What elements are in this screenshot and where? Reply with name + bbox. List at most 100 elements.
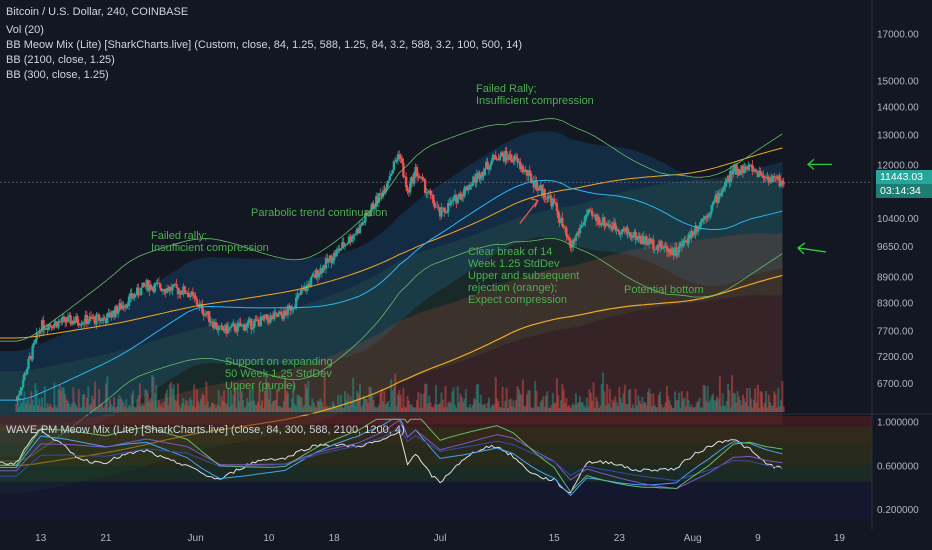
candle-body xyxy=(32,342,36,346)
volume-bar xyxy=(50,406,53,412)
volume-bar xyxy=(30,391,33,412)
volume-bar xyxy=(420,393,423,412)
volume-bar xyxy=(663,406,666,412)
candle-body xyxy=(493,154,496,157)
candle-body xyxy=(244,327,248,331)
volume-bar xyxy=(341,407,344,412)
candle-body xyxy=(447,203,450,213)
candle-body xyxy=(87,321,90,325)
candle-body xyxy=(777,175,780,180)
volume-bar xyxy=(554,403,557,412)
candle-body xyxy=(152,287,155,292)
candle-body xyxy=(312,274,315,276)
osc-zone xyxy=(0,481,872,520)
volume-bar xyxy=(117,398,120,412)
candle-body xyxy=(96,314,99,316)
candle-body xyxy=(499,152,503,157)
volume-bar xyxy=(273,400,276,412)
candle-body xyxy=(514,155,518,159)
volume-bar xyxy=(384,404,387,412)
volume-bar xyxy=(687,399,690,412)
candle-body xyxy=(538,187,541,191)
osc-tick-label: 1.000000 xyxy=(877,417,919,428)
oscillator-title[interactable]: WAVE-PM Meow Mix (Lite) [SharkCharts.liv… xyxy=(6,424,405,436)
volume-bar xyxy=(653,405,656,412)
volume-bar xyxy=(718,376,721,412)
candle-body xyxy=(317,274,321,278)
volume-bar xyxy=(80,407,83,412)
volume-bar xyxy=(167,404,170,412)
candle-body xyxy=(269,316,272,323)
volume-bar xyxy=(15,403,18,412)
candle-body xyxy=(273,312,276,319)
candle-body xyxy=(270,315,273,317)
volume-bar xyxy=(437,404,440,412)
volume-bar xyxy=(295,406,298,412)
volume-bar xyxy=(451,391,454,412)
volume-bar xyxy=(323,373,326,412)
volume-bar xyxy=(608,389,611,412)
volume-bar xyxy=(289,407,292,412)
candle-body xyxy=(133,294,136,298)
volume-bar xyxy=(497,401,500,412)
volume-bar xyxy=(576,403,579,412)
candle-body xyxy=(229,326,233,328)
bb-basis-blue xyxy=(0,179,783,401)
candle-body xyxy=(758,171,761,177)
legend-bb-300[interactable]: BB (300, close, 1.25) xyxy=(6,69,109,81)
candle-body xyxy=(449,200,453,206)
candle-body xyxy=(362,222,366,223)
candle-body xyxy=(690,231,693,239)
volume-bar xyxy=(648,388,651,412)
volume-bar xyxy=(619,397,622,412)
legend-bb-2100[interactable]: BB (2100, close, 1.25) xyxy=(6,54,115,66)
volume-bar xyxy=(216,404,219,412)
volume-bar xyxy=(229,390,232,412)
candle-body xyxy=(284,310,287,314)
volume-bar xyxy=(282,400,285,412)
volume-bar xyxy=(121,400,124,412)
legend-bb-meow-mix[interactable]: BB Meow Mix (Lite) [SharkCharts.live] (C… xyxy=(6,39,523,51)
volume-bar xyxy=(356,390,359,412)
volume-bar xyxy=(95,406,98,412)
candle-body xyxy=(710,205,713,213)
volume-bar xyxy=(54,405,57,412)
legend-volume[interactable]: Vol (20) xyxy=(6,24,44,36)
volume-bar xyxy=(682,399,685,412)
candle-body xyxy=(495,159,499,160)
candle-body xyxy=(398,154,401,157)
volume-bar xyxy=(712,393,715,412)
y-tick-label: 15000.00 xyxy=(877,77,919,88)
volume-bar xyxy=(487,397,490,412)
volume-bar xyxy=(171,388,174,412)
candle-body xyxy=(209,321,212,323)
annotation-failed-rally-left: Failed rally; Insufficient compression xyxy=(151,230,269,254)
osc-line-indigo xyxy=(0,427,783,482)
volume-bar xyxy=(285,390,288,412)
candle-body xyxy=(408,183,412,193)
bb-upper-green xyxy=(0,118,783,342)
volume-bar xyxy=(252,400,255,412)
candle-body xyxy=(176,287,180,295)
volume-bar xyxy=(193,384,196,412)
volume-bar xyxy=(607,403,610,412)
volume-bar xyxy=(741,394,744,412)
volume-bar xyxy=(708,402,711,412)
candle-body xyxy=(233,323,237,331)
volume-bar xyxy=(352,377,355,412)
candle-body xyxy=(169,286,173,291)
candle-body xyxy=(725,179,728,183)
candle-body xyxy=(278,311,282,314)
candle-body xyxy=(622,228,625,230)
candle-body xyxy=(384,187,387,193)
volume-bar xyxy=(447,402,450,412)
candle-body xyxy=(421,176,424,179)
candle-body xyxy=(327,258,330,263)
volume-bar xyxy=(360,406,363,412)
candle-body xyxy=(157,282,161,284)
candle-body xyxy=(413,172,416,184)
volume-bar xyxy=(475,384,478,412)
volume-bar xyxy=(291,398,294,412)
volume-bar xyxy=(132,390,135,412)
